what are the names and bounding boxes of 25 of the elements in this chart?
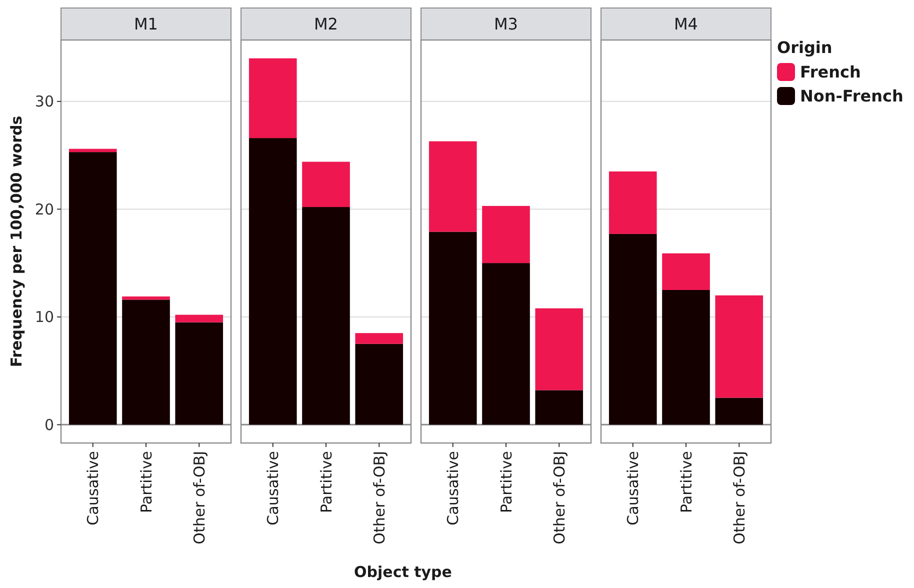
chart-title: M4 [674,14,698,34]
legend-title: Origin [777,38,832,57]
y-tick-label: 20 [34,200,54,218]
x-tick-label: Causative [84,451,102,526]
x-tick-label: Other of-OBJ [190,451,208,544]
x-tick-label: Partitive [317,451,336,513]
y-tick-label: 10 [34,308,54,326]
x-tick-label: Causative [624,451,642,526]
chart-title: M1 [134,14,158,34]
x-tick-label: Partitive [137,451,156,513]
x-axis-title: Object type [354,563,452,581]
legend-label: French [800,62,861,82]
y-axis-title: Frequency per 100,000 words [7,116,26,368]
y-tick-label: 30 [34,92,54,111]
x-tick-label: Other of-OBJ [370,451,388,544]
x-tick-label: Causative [264,451,282,526]
legend-label: Non-French [800,86,904,106]
x-tick-label: Partitive [497,451,516,513]
chart-title: M3 [494,14,518,34]
x-tick-label: Other of-OBJ [730,451,748,544]
x-tick-label: Partitive [677,451,696,513]
y-tick-label: 0 [44,416,54,434]
x-tick-label: Causative [444,451,462,526]
x-tick-label: Other of-OBJ [550,451,568,544]
chart-title: M2 [314,14,338,34]
